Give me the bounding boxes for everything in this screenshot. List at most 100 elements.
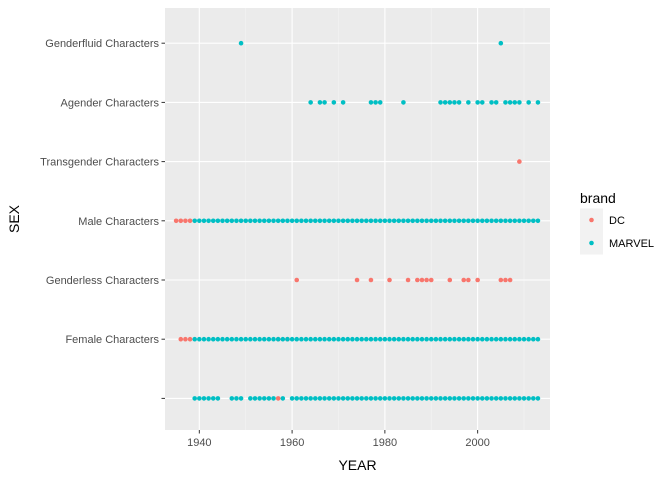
data-point-marvel	[322, 396, 327, 401]
data-point-marvel	[331, 396, 337, 401]
data-point-marvel	[234, 396, 239, 401]
x-tick-label: 1980	[373, 437, 397, 449]
data-point-dc	[354, 277, 360, 283]
legend-title: brand	[580, 190, 616, 206]
data-point-marvel	[350, 336, 355, 342]
data-point-dc	[461, 277, 467, 283]
data-point-marvel	[489, 100, 494, 105]
data-point-marvel	[419, 336, 425, 342]
data-point-marvel	[517, 336, 522, 342]
data-point-marvel	[479, 100, 485, 105]
data-point-marvel	[484, 396, 490, 401]
data-point-marvel	[261, 218, 267, 224]
data-point-marvel	[438, 218, 443, 224]
y-axis-title: SEX	[6, 204, 22, 233]
data-point-marvel	[531, 218, 536, 224]
data-point-marvel	[192, 336, 197, 342]
data-point-marvel	[336, 218, 341, 224]
data-point-marvel	[479, 336, 485, 342]
data-point-marvel	[517, 396, 522, 401]
data-point-marvel	[331, 100, 337, 105]
data-point-marvel	[415, 218, 420, 224]
data-point-marvel	[424, 396, 429, 401]
data-point-marvel	[475, 396, 480, 401]
data-point-dc	[517, 159, 522, 164]
data-point-marvel	[299, 218, 304, 224]
data-point-marvel	[410, 336, 415, 342]
data-point-marvel	[489, 218, 494, 224]
data-point-dc	[275, 396, 281, 401]
data-point-marvel	[424, 218, 429, 224]
data-point-marvel	[261, 396, 267, 401]
data-point-marvel	[317, 396, 323, 401]
data-point-marvel	[479, 218, 485, 224]
data-point-marvel	[289, 336, 295, 342]
data-point-marvel	[201, 336, 207, 342]
data-point-marvel	[354, 218, 360, 224]
data-point-marvel	[410, 396, 415, 401]
data-point-marvel	[419, 396, 425, 401]
data-point-marvel	[373, 218, 378, 224]
data-point-marvel	[322, 100, 327, 105]
data-point-marvel	[512, 218, 518, 224]
data-point-marvel	[419, 218, 425, 224]
data-point-marvel	[322, 218, 327, 224]
data-point-marvel	[405, 396, 411, 401]
data-point-marvel	[452, 336, 457, 342]
data-point-marvel	[257, 396, 262, 401]
data-point-marvel	[234, 218, 239, 224]
data-point-marvel	[484, 218, 490, 224]
data-point-marvel	[438, 100, 443, 105]
data-point-marvel	[461, 336, 467, 342]
data-point-marvel	[359, 218, 364, 224]
y-tick-label: Male Characters	[78, 216, 159, 228]
data-point-dc	[498, 277, 504, 283]
x-tick-label: 1960	[280, 437, 304, 449]
data-point-marvel	[428, 396, 434, 401]
data-point-marvel	[507, 336, 513, 342]
data-point-marvel	[345, 336, 351, 342]
data-point-marvel	[354, 396, 360, 401]
data-point-dc	[294, 277, 300, 283]
data-point-marvel	[387, 396, 392, 401]
data-point-marvel	[415, 336, 420, 342]
data-point-marvel	[215, 396, 221, 401]
data-point-marvel	[456, 100, 462, 105]
data-point-marvel	[266, 218, 272, 224]
data-point-marvel	[428, 336, 434, 342]
data-point-marvel	[312, 218, 318, 224]
data-point-marvel	[493, 396, 499, 401]
data-point-marvel	[220, 218, 225, 224]
data-point-dc	[507, 277, 513, 283]
data-point-marvel	[326, 396, 332, 401]
data-point-marvel	[303, 336, 309, 342]
data-point-dc	[424, 277, 429, 283]
data-point-marvel	[456, 336, 462, 342]
data-point-marvel	[243, 336, 249, 342]
data-point-marvel	[238, 218, 244, 224]
data-point-marvel	[498, 218, 504, 224]
data-point-marvel	[271, 396, 276, 401]
y-tick-label: Transgender Characters	[40, 157, 159, 169]
data-point-marvel	[452, 100, 457, 105]
data-point-marvel	[470, 396, 476, 401]
data-point-dc	[466, 277, 471, 283]
data-point-marvel	[531, 396, 536, 401]
data-point-marvel	[368, 100, 374, 105]
data-point-marvel	[308, 396, 313, 401]
data-point-marvel	[248, 396, 253, 401]
legend-label: DC	[609, 215, 625, 227]
data-point-marvel	[382, 336, 388, 342]
data-point-marvel	[447, 396, 453, 401]
data-point-marvel	[479, 396, 485, 401]
data-point-marvel	[364, 396, 369, 401]
data-point-marvel	[238, 396, 244, 401]
data-point-marvel	[224, 218, 230, 224]
data-point-marvel	[261, 336, 267, 342]
data-point-marvel	[206, 396, 211, 401]
data-point-marvel	[475, 100, 480, 105]
data-point-marvel	[466, 396, 471, 401]
data-point-dc	[405, 277, 411, 283]
data-point-marvel	[438, 336, 443, 342]
data-point-dc	[183, 336, 188, 342]
